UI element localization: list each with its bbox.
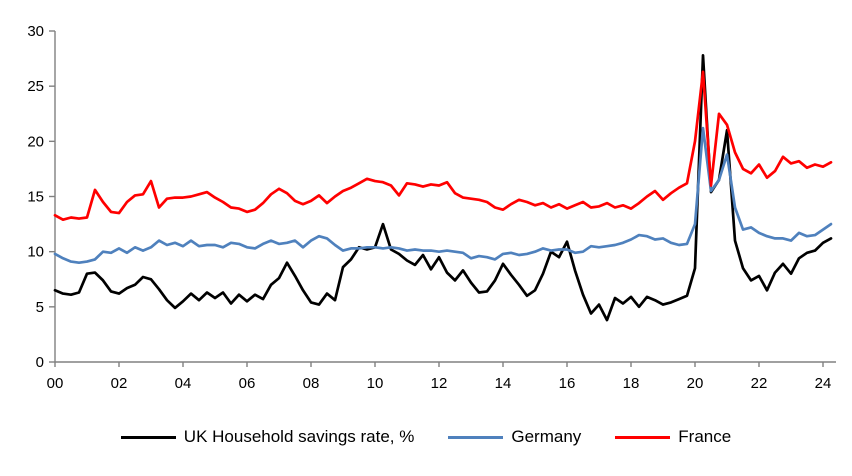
y-tick-labels: 0 5 10 15 20 25 30 — [27, 23, 55, 371]
y-tick-label: 0 — [36, 354, 44, 371]
series-line-germany — [53, 126, 833, 265]
y-tick-label: 20 — [27, 133, 44, 150]
y-tick-label: 10 — [27, 244, 44, 261]
x-tick-label: 18 — [623, 375, 640, 392]
x-tick-label: 20 — [687, 375, 704, 392]
legend-label: Germany — [511, 427, 582, 446]
chart-legend: UK Household savings rate, % Germany Franc… — [0, 427, 852, 447]
y-tick-label: 5 — [36, 299, 44, 316]
x-tick-label: 12 — [431, 375, 448, 392]
legend-swatch — [448, 435, 504, 439]
legend-item-germany: Germany — [448, 427, 581, 447]
legend-label: France — [678, 427, 732, 446]
x-tick-label: 04 — [175, 375, 192, 392]
legend-swatch — [120, 435, 176, 439]
savings-rate-line-chart: 0 5 10 15 20 25 30 00 02 04 06 08 10 12 14 16 18 20 22 24 — [27, 23, 836, 392]
x-tick-label: 24 — [815, 375, 832, 392]
x-tick-label: 06 — [239, 375, 256, 392]
x-tick-label: 02 — [111, 375, 128, 392]
legend-item-uk: UK Household savings rate, % — [120, 427, 415, 447]
legend-item-france: France — [615, 427, 731, 447]
x-tick-label: 22 — [751, 375, 768, 392]
y-tick-label: 25 — [27, 78, 44, 95]
legend-label: UK Household savings rate, % — [183, 427, 415, 446]
x-tick-label: 08 — [303, 375, 320, 392]
y-tick-label: 30 — [27, 23, 44, 40]
x-tick-labels: 00 02 04 06 08 10 12 14 16 18 20 22 24 — [47, 362, 832, 392]
axes — [54, 31, 836, 363]
y-tick-label: 15 — [27, 189, 44, 206]
x-tick-label: 16 — [559, 375, 576, 392]
x-tick-label: 00 — [47, 375, 64, 392]
series-line-france — [53, 70, 833, 222]
x-tick-label: 14 — [495, 375, 512, 392]
legend-swatch — [615, 435, 671, 439]
x-tick-label: 10 — [367, 375, 384, 392]
